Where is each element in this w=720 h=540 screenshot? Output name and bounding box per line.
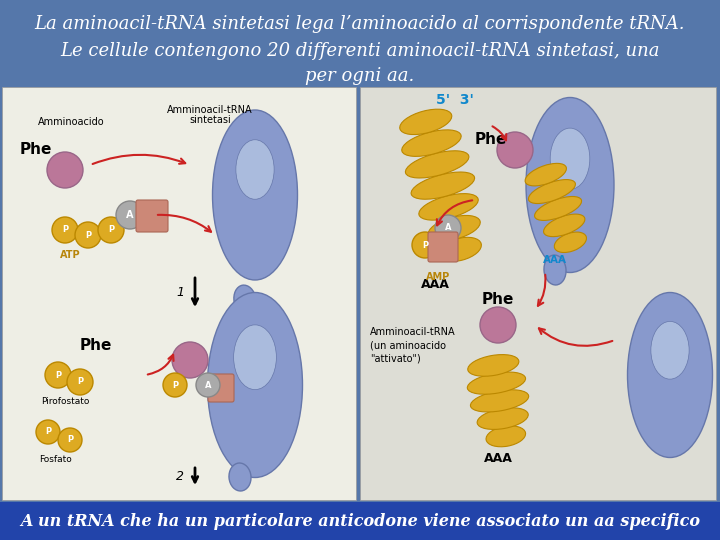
Bar [2,87,356,500]
Text: A: A [445,224,451,233]
Text: per ogni aa.: per ogni aa. [305,67,415,85]
Text: AMP: AMP [426,272,450,282]
Text: AAA: AAA [543,255,567,265]
Text: Pirofostato: Pirofostato [41,397,89,407]
Ellipse shape [411,172,474,199]
Circle shape [47,152,83,188]
Ellipse shape [233,325,276,390]
FancyBboxPatch shape [208,374,234,402]
Ellipse shape [207,293,302,477]
Circle shape [75,222,101,248]
Text: Amminoacil-tRNA: Amminoacil-tRNA [167,105,253,115]
Text: AAA: AAA [484,451,513,464]
Text: P: P [55,370,61,380]
Ellipse shape [405,151,469,178]
Ellipse shape [486,426,526,447]
Ellipse shape [528,180,575,204]
Ellipse shape [438,237,482,261]
Text: 5'  3': 5' 3' [436,93,474,107]
Ellipse shape [467,372,526,394]
Circle shape [116,201,144,229]
Text: 1: 1 [176,286,184,299]
Text: P: P [62,226,68,234]
FancyBboxPatch shape [136,200,168,232]
Circle shape [52,217,78,243]
Text: Phe: Phe [80,338,112,353]
Text: Le cellule contengono 20 differenti aminoacil-tRNA sintetasi, una: Le cellule contengono 20 differenti amin… [60,42,660,60]
Ellipse shape [402,130,461,157]
Circle shape [435,215,461,241]
Text: ATP: ATP [60,250,81,260]
Ellipse shape [544,214,585,237]
Text: La aminoacil-tRNA sintetasi lega l’aminoacido al corrispondente tRNA.: La aminoacil-tRNA sintetasi lega l’amino… [35,15,685,33]
Circle shape [172,342,208,378]
Circle shape [480,307,516,343]
Text: P: P [172,381,178,389]
Text: Phe: Phe [482,293,514,307]
Ellipse shape [534,197,582,220]
Ellipse shape [554,232,587,253]
Circle shape [412,232,438,258]
Text: P: P [108,226,114,234]
Ellipse shape [651,321,689,379]
Circle shape [67,369,93,395]
Ellipse shape [236,140,274,199]
Ellipse shape [477,408,528,429]
Ellipse shape [526,98,614,273]
Text: P: P [77,377,83,387]
Ellipse shape [628,293,713,457]
Ellipse shape [468,355,519,376]
Text: P: P [67,435,73,444]
Text: 2: 2 [176,470,184,483]
Circle shape [196,373,220,397]
Ellipse shape [544,255,566,285]
Text: A: A [126,210,134,220]
Ellipse shape [400,109,451,134]
Bar [0,502,720,540]
Circle shape [36,420,60,444]
Ellipse shape [234,285,256,315]
Circle shape [45,362,71,388]
Text: Phe: Phe [475,132,508,147]
Text: Amminoacido: Amminoacido [38,117,104,127]
Text: sintetasi: sintetasi [189,115,231,125]
Ellipse shape [525,164,567,186]
Text: Fosfato: Fosfato [39,456,71,464]
Ellipse shape [229,463,251,491]
Text: A: A [204,381,211,389]
Circle shape [58,428,82,452]
Bar [360,87,716,500]
Text: P: P [85,231,91,240]
Circle shape [497,132,533,168]
Ellipse shape [419,194,478,220]
Text: Phe: Phe [20,143,53,158]
Ellipse shape [212,110,297,280]
Text: A un tRNA che ha un particolare anticodone viene associato un aa specifico: A un tRNA che ha un particolare anticodo… [20,512,700,530]
Ellipse shape [470,390,528,412]
Text: P: P [45,428,51,436]
Text: P: P [422,240,428,249]
Circle shape [98,217,124,243]
Ellipse shape [550,128,590,190]
FancyBboxPatch shape [428,232,458,262]
Ellipse shape [428,215,480,241]
Circle shape [163,373,187,397]
Text: Amminoacil-tRNA
(un aminoacido
"attivato"): Amminoacil-tRNA (un aminoacido "attivato… [370,327,456,363]
Text: AAA: AAA [420,279,449,292]
